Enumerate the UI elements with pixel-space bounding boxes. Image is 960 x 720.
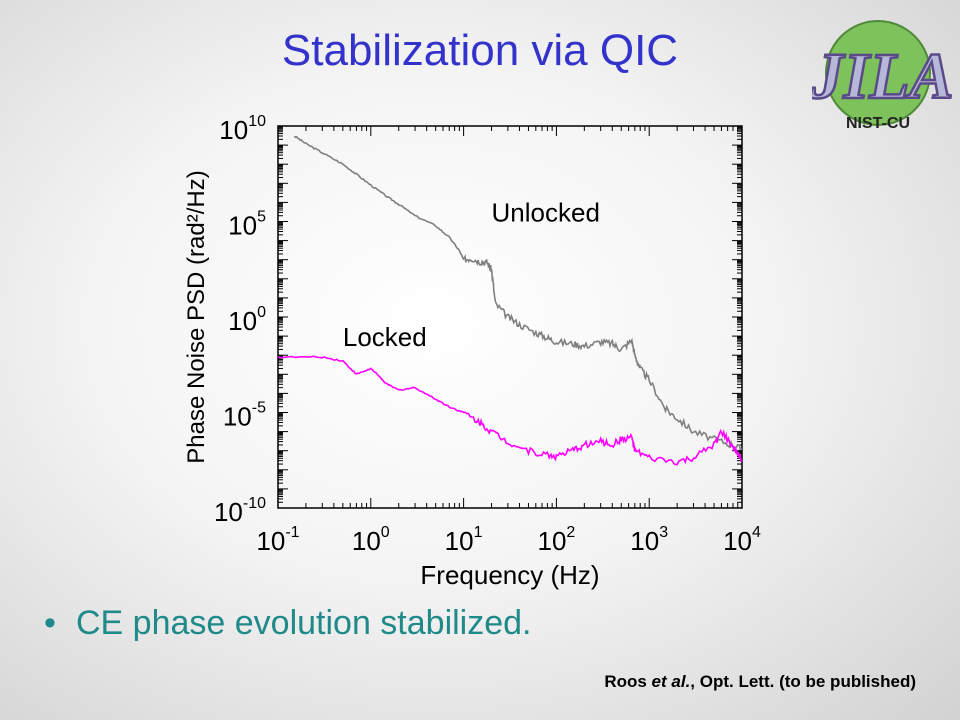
logo-main-text: JILA	[812, 40, 952, 113]
logo-sub-text: NIST-CU	[846, 115, 910, 132]
annotation-unlocked: Unlocked	[492, 198, 600, 228]
y-tick-label: 100	[228, 304, 266, 336]
series-line-unlocked	[293, 135, 743, 451]
citation-etal: et al.	[651, 672, 691, 691]
x-tick-label: 102	[537, 524, 575, 556]
bullet-item: • CE phase evolution stabilized.	[44, 604, 532, 643]
x-axis-label: Frequency (Hz)	[420, 560, 599, 590]
y-tick-label: 105	[228, 209, 266, 241]
y-tick-label: 10-5	[223, 400, 266, 432]
x-tick-label: 10-1	[256, 524, 299, 556]
x-tick-label: 103	[630, 524, 668, 556]
y-axis-label: Phase Noise PSD (rad²/Hz)	[183, 170, 210, 463]
bullet-dot: •	[44, 604, 56, 642]
citation: Roos et al., Opt. Lett. (to be published…	[604, 672, 916, 692]
annotation-locked: Locked	[343, 322, 427, 352]
jila-logo: JILA NIST-CU	[812, 20, 952, 132]
citation-authors: Roos	[604, 672, 647, 691]
series-line-locked	[277, 355, 743, 466]
logo-green-circle	[825, 20, 931, 126]
slide-title: Stabilization via QIC	[281, 26, 679, 75]
x-tick-label: 101	[445, 524, 483, 556]
y-tick-label: 1010	[219, 113, 266, 145]
bullet-text: CE phase evolution stabilized.	[76, 604, 532, 642]
x-tick-label: 100	[352, 524, 390, 556]
y-tick-label: 10-10	[214, 495, 266, 527]
citation-rest: , Opt. Lett. (to be published)	[690, 672, 916, 691]
x-tick-label: 104	[723, 524, 761, 556]
